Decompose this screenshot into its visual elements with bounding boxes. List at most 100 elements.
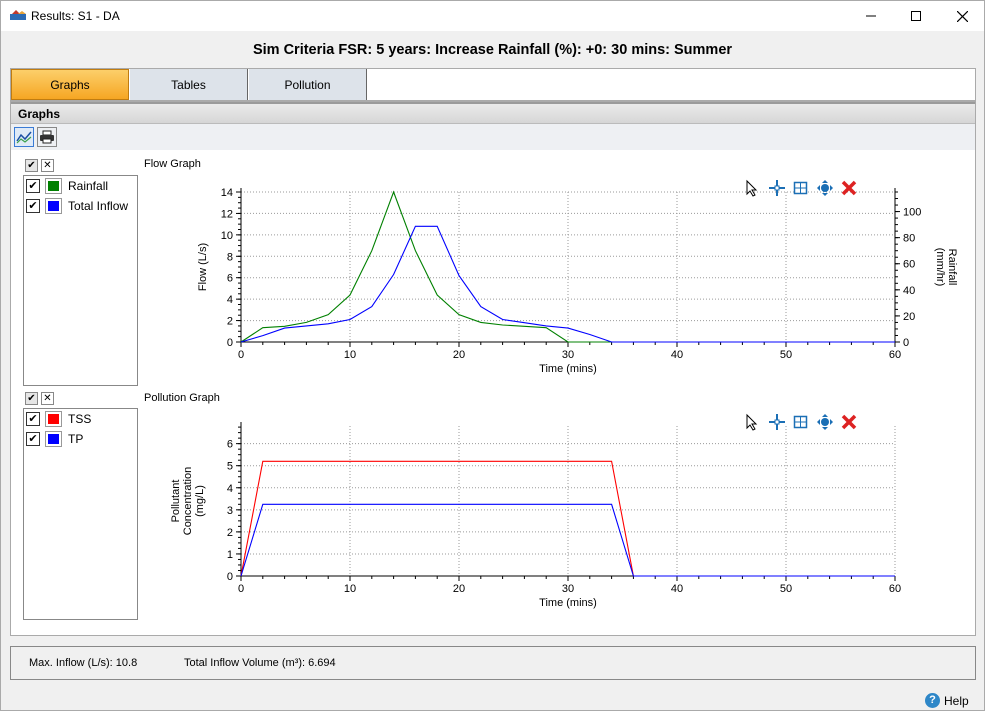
y2-tick-label: 100 bbox=[903, 207, 921, 219]
y-tick-label: 14 bbox=[221, 187, 233, 199]
minimize-icon bbox=[866, 15, 876, 17]
status-bar: Max. Inflow (L/s): 10.8 Total Inflow Vol… bbox=[10, 646, 976, 680]
flow-legend: ✔ Rainfall ✔ Total Inflow bbox=[23, 175, 138, 386]
uncheck-all-button[interactable]: ✕ bbox=[41, 159, 54, 172]
check-all-button[interactable]: ✔ bbox=[25, 392, 38, 405]
x-tick-label: 40 bbox=[671, 583, 683, 595]
minimize-button[interactable] bbox=[848, 1, 894, 31]
x-axis-label: Time (mins) bbox=[539, 363, 597, 375]
y-axis-label: Flow (L/s) bbox=[197, 243, 209, 291]
series-line-tp bbox=[240, 503, 895, 577]
legend-label: TP bbox=[68, 432, 84, 446]
crosshair-icon[interactable] bbox=[769, 414, 785, 430]
maximize-button[interactable] bbox=[893, 1, 939, 31]
help-button[interactable]: ? Help bbox=[925, 693, 969, 708]
zoom-box-icon[interactable] bbox=[793, 181, 808, 195]
print-button[interactable] bbox=[37, 127, 57, 147]
graph-toolstrip bbox=[11, 124, 975, 150]
y-tick-label: 6 bbox=[227, 439, 233, 451]
total-inflow-volume-label: Total Inflow Volume (m³): 6.694 bbox=[184, 657, 336, 669]
legend-item-total-inflow[interactable]: ✔ Total Inflow bbox=[26, 198, 136, 216]
x-tick-label: 20 bbox=[453, 583, 465, 595]
x-tick-label: 0 bbox=[238, 583, 244, 595]
line-chart-button[interactable] bbox=[14, 127, 34, 147]
section-title: Graphs bbox=[11, 102, 975, 124]
y-tick-label: 10 bbox=[221, 230, 233, 242]
print-icon bbox=[40, 130, 54, 144]
legend-label: Rainfall bbox=[68, 179, 109, 193]
rainfall-checkbox[interactable]: ✔ bbox=[26, 179, 40, 193]
app-icon bbox=[10, 10, 26, 20]
close-icon[interactable] bbox=[841, 180, 857, 196]
y2-tick-label: 40 bbox=[903, 285, 915, 297]
x-tick-label: 20 bbox=[453, 349, 465, 361]
legend-item-rainfall[interactable]: ✔ Rainfall bbox=[26, 178, 136, 196]
series-line-rainfall bbox=[240, 190, 895, 343]
y-axis-label: PollutantConcentration(mg/L) bbox=[170, 467, 206, 536]
tab-tables[interactable]: Tables bbox=[130, 69, 248, 100]
line-chart-icon bbox=[16, 131, 32, 144]
x-tick-label: 0 bbox=[238, 349, 244, 361]
crosshair-icon[interactable] bbox=[769, 180, 785, 196]
legend-label: Total Inflow bbox=[68, 199, 129, 213]
x-tick-label: 60 bbox=[889, 583, 901, 595]
pollution-graph-title: Pollution Graph bbox=[144, 392, 220, 404]
y-tick-label: 5 bbox=[227, 461, 233, 473]
help-label: Help bbox=[944, 693, 969, 708]
legend-item-tp[interactable]: ✔ TP bbox=[26, 431, 136, 449]
y-tick-label: 4 bbox=[227, 294, 233, 306]
x-tick-label: 60 bbox=[889, 349, 901, 361]
y-tick-label: 8 bbox=[227, 251, 233, 263]
total-inflow-checkbox[interactable]: ✔ bbox=[26, 199, 40, 213]
y2-tick-label: 0 bbox=[903, 337, 909, 349]
x-tick-label: 50 bbox=[780, 349, 792, 361]
close-window-button[interactable] bbox=[939, 1, 985, 31]
y-tick-label: 3 bbox=[227, 505, 233, 517]
max-inflow-label: Max. Inflow (L/s): 10.8 bbox=[29, 657, 138, 669]
x-tick-label: 40 bbox=[671, 349, 683, 361]
tab-bar: Graphs Tables Pollution bbox=[10, 68, 976, 101]
zoom-box-icon[interactable] bbox=[793, 415, 808, 429]
total-inflow-swatch[interactable] bbox=[45, 198, 62, 214]
pollution-chart[interactable]: 0 10 20 30 40 50 60 0 1 2 3 4 5 6 Time (mins) Pollutant… bbox=[151, 406, 971, 616]
x-tick-label: 30 bbox=[562, 583, 574, 595]
pan-icon[interactable] bbox=[817, 414, 833, 430]
tp-checkbox[interactable]: ✔ bbox=[26, 432, 40, 446]
pollution-legend: ✔ TSS ✔ TP bbox=[23, 408, 138, 620]
close-icon bbox=[956, 10, 968, 22]
x-tick-label: 10 bbox=[344, 583, 356, 595]
legend-item-tss[interactable]: ✔ TSS bbox=[26, 411, 136, 429]
pan-icon[interactable] bbox=[817, 180, 833, 196]
y2-tick-label: 60 bbox=[903, 259, 915, 271]
series-line-total-inflow bbox=[240, 225, 895, 343]
tss-checkbox[interactable]: ✔ bbox=[26, 412, 40, 426]
y-tick-label: 4 bbox=[227, 483, 233, 495]
rainfall-swatch[interactable] bbox=[45, 178, 62, 194]
y2-axis-label: Rainfall(mm/hr) bbox=[934, 248, 958, 287]
legend-label: TSS bbox=[68, 412, 92, 426]
tp-swatch[interactable] bbox=[45, 431, 62, 447]
tab-pollution[interactable]: Pollution bbox=[249, 69, 367, 100]
check-all-button[interactable]: ✔ bbox=[25, 159, 38, 172]
pointer-icon[interactable] bbox=[746, 413, 758, 431]
x-axis-label: Time (mins) bbox=[539, 597, 597, 609]
x-tick-label: 30 bbox=[562, 349, 574, 361]
y-tick-label: 6 bbox=[227, 273, 233, 285]
y-tick-label: 2 bbox=[227, 316, 233, 328]
x-tick-label: 10 bbox=[344, 349, 356, 361]
title-bar: Results: S1 - DA bbox=[1, 1, 984, 31]
y-tick-label: 1 bbox=[227, 549, 233, 561]
flow-legend-toggle: ✔ ✕ bbox=[25, 159, 55, 174]
window-title: Results: S1 - DA bbox=[31, 9, 120, 23]
y-tick-label: 12 bbox=[221, 208, 233, 220]
y-tick-label: 0 bbox=[227, 337, 233, 349]
x-tick-label: 50 bbox=[780, 583, 792, 595]
tab-graphs[interactable]: Graphs bbox=[11, 69, 129, 100]
y2-tick-label: 20 bbox=[903, 311, 915, 323]
pointer-icon[interactable] bbox=[746, 179, 758, 197]
tss-swatch[interactable] bbox=[45, 411, 62, 427]
pollution-legend-toggle: ✔ ✕ bbox=[25, 392, 55, 407]
close-icon[interactable] bbox=[841, 414, 857, 430]
uncheck-all-button[interactable]: ✕ bbox=[41, 392, 54, 405]
